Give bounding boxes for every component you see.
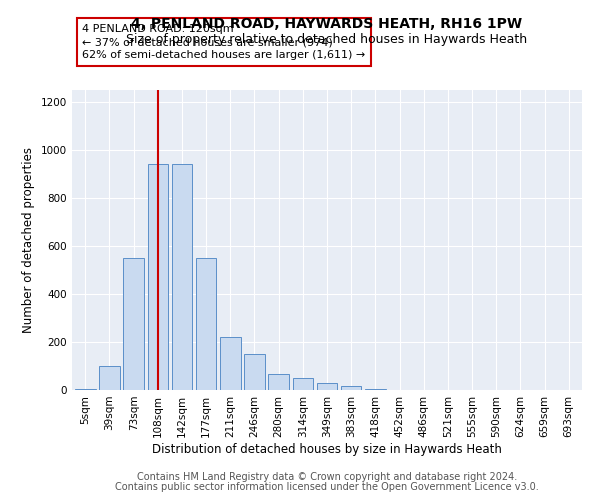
Text: 4 PENLAND ROAD: 120sqm
← 37% of detached houses are smaller (974)
62% of semi-de: 4 PENLAND ROAD: 120sqm ← 37% of detached… (82, 24, 365, 60)
Bar (268, 374, 289, 390)
Text: Size of property relative to detached houses in Haywards Heath: Size of property relative to detached ho… (127, 32, 527, 46)
Y-axis label: Number of detached properties: Number of detached properties (22, 147, 35, 333)
Bar (75, 389, 95, 390)
X-axis label: Distribution of detached houses by size in Haywards Heath: Distribution of detached houses by size … (152, 442, 502, 456)
Text: Contains HM Land Registry data © Crown copyright and database right 2024.: Contains HM Land Registry data © Crown c… (137, 472, 517, 482)
Bar (148, 164, 168, 390)
Text: 4, PENLAND ROAD, HAYWARDS HEATH, RH16 1PW: 4, PENLAND ROAD, HAYWARDS HEATH, RH16 1P… (131, 18, 523, 32)
Bar (220, 337, 241, 390)
Bar (341, 386, 361, 390)
Bar (317, 383, 337, 390)
Bar (365, 389, 386, 390)
Bar (293, 378, 313, 390)
Bar (244, 354, 265, 390)
Text: Contains public sector information licensed under the Open Government Licence v3: Contains public sector information licen… (115, 482, 539, 492)
Bar (196, 258, 217, 390)
Bar (124, 258, 144, 390)
Bar (172, 164, 192, 390)
Bar (99, 366, 120, 390)
